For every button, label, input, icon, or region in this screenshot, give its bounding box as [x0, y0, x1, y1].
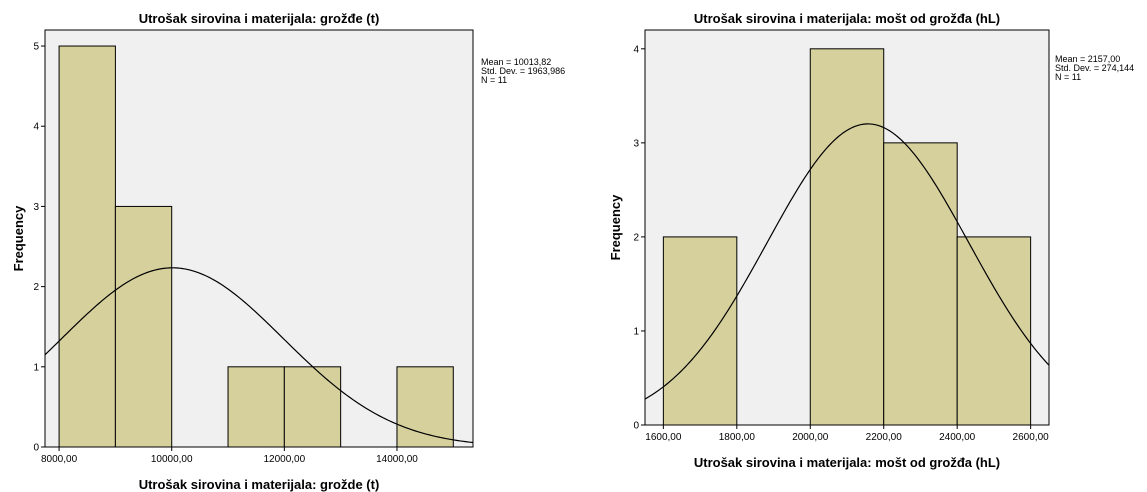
histogram-most: 1600,00 1800,00 2000,00 2200,00 2400,00 2600,… — [608, 11, 1134, 470]
x-tick-label: 12000,00 — [263, 454, 305, 465]
normal-curve — [44, 267, 474, 444]
y-tick-label: 5 — [33, 42, 39, 53]
x-tick-label: 2400,00 — [939, 432, 976, 443]
stat-mean: Mean = 2157,00 — [1055, 54, 1120, 64]
x-tick-label: 1800,00 — [719, 432, 756, 443]
x-tick-label: 8000,00 — [41, 454, 78, 465]
stats-box: Mean = 2157,00 Std. Dev. = 274,144 N = 1… — [1055, 54, 1134, 82]
histogram-bar — [956, 236, 1032, 426]
histogram-bar — [227, 366, 285, 448]
y-tick-label: 1 — [33, 362, 39, 373]
y-tick-label: 2 — [633, 232, 639, 243]
x-tick-label: 1600,00 — [645, 432, 682, 443]
histogram-bar — [883, 142, 958, 426]
histogram-bar — [662, 236, 738, 426]
histogram-bar — [396, 366, 454, 448]
y-axis-label: Frequency — [11, 205, 26, 272]
stat-std-dev: Std. Dev. = 274,144 — [1055, 63, 1134, 73]
x-tick-label: 2600,00 — [1013, 432, 1050, 443]
y-tick-label: 3 — [633, 138, 639, 149]
x-axis-label: Utrošak sirovina i materijala: grožde (t… — [139, 477, 380, 492]
stats-box: Mean = 10013,82 Std. Dev. = 1963,986 N =… — [481, 57, 565, 85]
histogram-bar — [809, 48, 885, 426]
histogram-bar — [114, 205, 173, 448]
plot-frame — [44, 29, 474, 448]
y-tick-label: 3 — [33, 202, 39, 213]
histogram-grozde: 8000,00 10000,00 12000,00 14000,00 0 1 2 3 4 5 U… — [11, 11, 565, 492]
chart-title: Utrošak sirovina i materijala: mošt od g… — [694, 11, 1000, 26]
y-tick-label: 0 — [633, 421, 639, 432]
normal-curve — [644, 123, 1050, 400]
histogram-bar — [58, 45, 116, 448]
y-axis-label: Frequency — [608, 194, 623, 261]
y-tick-label: 0 — [33, 443, 39, 454]
y-tick-label: 1 — [633, 326, 639, 337]
plot-frame — [644, 29, 1050, 426]
histogram-bar — [283, 366, 342, 448]
stat-n: N = 11 — [481, 75, 507, 85]
x-axis-label: Utrošak sirovina i materijala: mošt od g… — [694, 455, 1000, 470]
y-tick-label: 4 — [33, 122, 39, 133]
stat-n: N = 11 — [1055, 72, 1081, 82]
chart-title: Utrošak sirovina i materijala: grožđe (t… — [139, 11, 380, 26]
y-tick-label: 4 — [633, 44, 639, 55]
y-tick-label: 2 — [33, 282, 39, 293]
stat-mean: Mean = 10013,82 — [481, 57, 551, 67]
x-tick-label: 2000,00 — [792, 432, 829, 443]
stat-std-dev: Std. Dev. = 1963,986 — [481, 66, 565, 76]
x-tick-label: 10000,00 — [151, 454, 193, 465]
x-tick-label: 14000,00 — [376, 454, 418, 465]
x-tick-label: 2200,00 — [866, 432, 903, 443]
